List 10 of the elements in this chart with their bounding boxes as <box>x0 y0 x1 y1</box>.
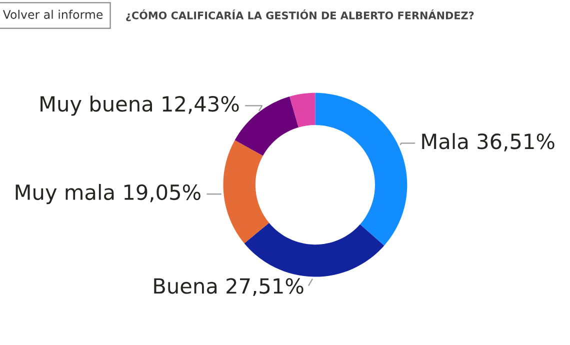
donut-slice <box>244 222 384 277</box>
slice-label: Muy buena 12,43% <box>40 96 239 116</box>
slice-label: Buena 27,51% <box>154 278 304 296</box>
slice-label: Mala 36,51% <box>422 133 554 152</box>
donut-slice <box>315 92 408 246</box>
chart-title: ¿CÓMO CALIFICARÍA LA GESTIÓN DE ALBERTO FERNÁNDEZ? <box>126 10 474 22</box>
slice-label: Muy mala 19,05% <box>16 184 200 204</box>
text: Volver al informe <box>2 10 103 19</box>
donut-slice <box>290 92 316 128</box>
donut-slice <box>223 140 270 244</box>
